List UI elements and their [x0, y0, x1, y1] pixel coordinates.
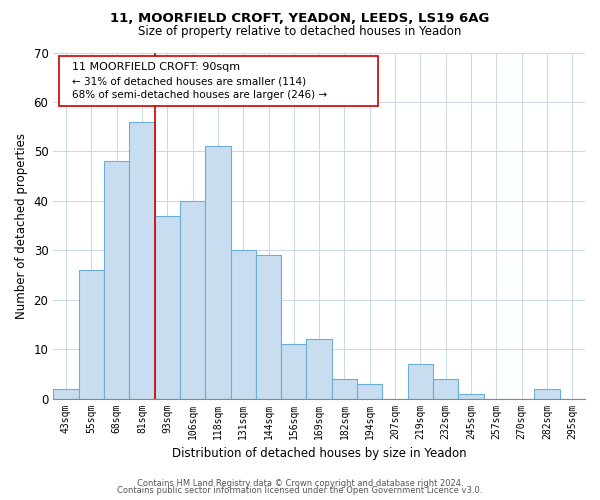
Bar: [281, 344, 307, 399]
Text: Contains public sector information licensed under the Open Government Licence v3: Contains public sector information licen…: [118, 486, 482, 495]
Bar: [230, 250, 256, 398]
Text: 68% of semi-detached houses are larger (246) →: 68% of semi-detached houses are larger (…: [72, 90, 327, 100]
Bar: [256, 255, 281, 398]
Text: 11, MOORFIELD CROFT, YEADON, LEEDS, LS19 6AG: 11, MOORFIELD CROFT, YEADON, LEEDS, LS19…: [110, 12, 490, 26]
FancyBboxPatch shape: [59, 56, 377, 106]
Bar: [129, 122, 155, 398]
Bar: [180, 201, 205, 398]
Bar: [205, 146, 230, 398]
Bar: [433, 379, 458, 398]
Bar: [458, 394, 484, 398]
Y-axis label: Number of detached properties: Number of detached properties: [15, 132, 28, 318]
Bar: [79, 270, 104, 398]
Bar: [408, 364, 433, 398]
Bar: [307, 339, 332, 398]
Text: Size of property relative to detached houses in Yeadon: Size of property relative to detached ho…: [139, 25, 461, 38]
Bar: [357, 384, 382, 398]
Text: Contains HM Land Registry data © Crown copyright and database right 2024.: Contains HM Land Registry data © Crown c…: [137, 478, 463, 488]
X-axis label: Distribution of detached houses by size in Yeadon: Distribution of detached houses by size …: [172, 447, 466, 460]
Text: 11 MOORFIELD CROFT: 90sqm: 11 MOORFIELD CROFT: 90sqm: [72, 62, 240, 72]
Bar: [155, 216, 180, 398]
Bar: [53, 388, 79, 398]
Text: ← 31% of detached houses are smaller (114): ← 31% of detached houses are smaller (11…: [72, 76, 306, 86]
Bar: [535, 388, 560, 398]
Bar: [332, 379, 357, 398]
Bar: [104, 162, 129, 398]
